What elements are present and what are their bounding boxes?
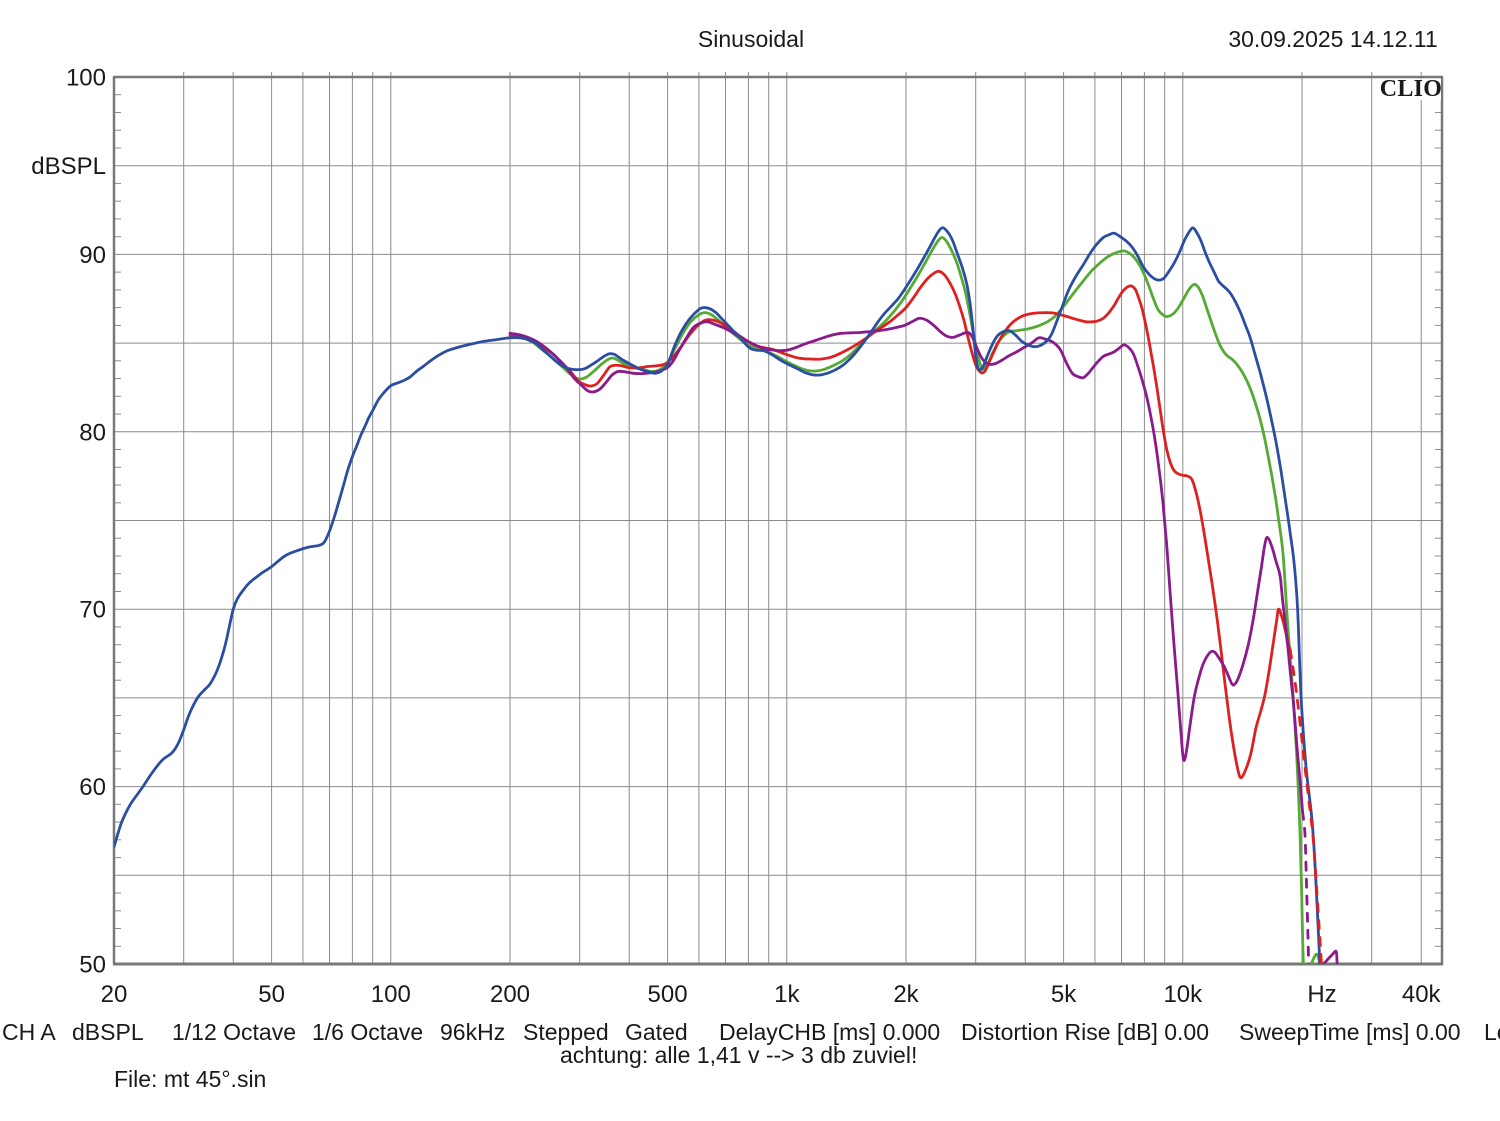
svg-text:100: 100: [66, 65, 106, 92]
svg-text:80: 80: [79, 419, 106, 446]
svg-text:Sinusoidal: Sinusoidal: [698, 26, 804, 52]
svg-text:20: 20: [101, 981, 128, 1008]
svg-text:Distortion Rise [dB] 0.00: Distortion Rise [dB] 0.00: [961, 1019, 1209, 1045]
svg-text:30.09.2025 14.12.11: 30.09.2025 14.12.11: [1228, 26, 1437, 52]
svg-text:2k: 2k: [893, 981, 919, 1008]
svg-text:SweepTime [ms] 0.00: SweepTime [ms] 0.00: [1239, 1019, 1461, 1045]
svg-text:Level: Level: [1484, 1019, 1500, 1045]
svg-text:90: 90: [79, 242, 106, 269]
svg-text:50: 50: [258, 981, 285, 1008]
svg-text:CLIO: CLIO: [1380, 76, 1443, 102]
svg-text:50: 50: [79, 952, 106, 979]
svg-text:5k: 5k: [1051, 981, 1077, 1008]
svg-text:1/6 Octave: 1/6 Octave: [312, 1019, 423, 1045]
svg-text:CH A: CH A: [2, 1019, 56, 1045]
svg-text:200: 200: [490, 981, 530, 1008]
svg-text:DelayCHB [ms] 0.000: DelayCHB [ms] 0.000: [719, 1019, 940, 1045]
svg-text:1/12 Octave: 1/12 Octave: [172, 1019, 296, 1045]
svg-text:500: 500: [648, 981, 688, 1008]
svg-text:70: 70: [79, 597, 106, 624]
svg-text:100: 100: [371, 981, 411, 1008]
svg-text:60: 60: [79, 774, 106, 801]
svg-text:40k: 40k: [1402, 981, 1442, 1008]
svg-text:Gated: Gated: [625, 1019, 688, 1045]
svg-text:96kHz: 96kHz: [440, 1019, 505, 1045]
svg-text:Stepped: Stepped: [523, 1019, 609, 1045]
svg-text:dBSPL: dBSPL: [31, 153, 106, 180]
svg-text:1k: 1k: [774, 981, 800, 1008]
svg-text:achtung: alle 1,41 v --> 3 db: achtung: alle 1,41 v --> 3 db zuviel!: [560, 1042, 917, 1068]
svg-text:Hz: Hz: [1307, 981, 1336, 1008]
svg-text:File: mt 45°.sin: File: mt 45°.sin: [114, 1066, 266, 1092]
svg-text:dBSPL: dBSPL: [72, 1019, 144, 1045]
svg-text:10k: 10k: [1163, 981, 1203, 1008]
